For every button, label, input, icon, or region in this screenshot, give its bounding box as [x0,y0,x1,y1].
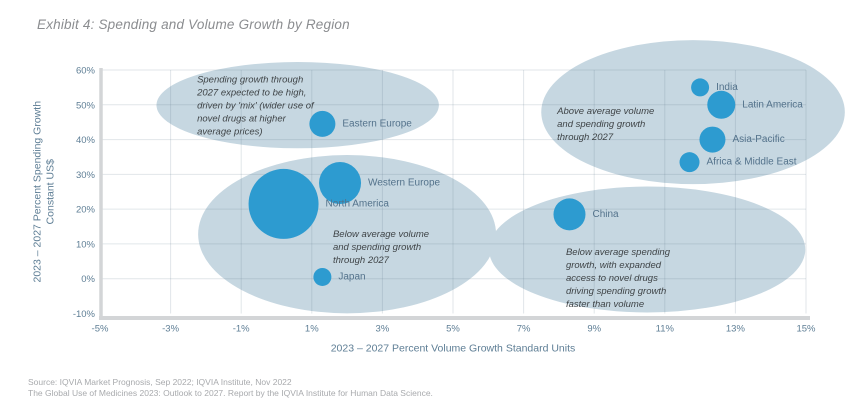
cluster-note-below-average-note-line: and spending growth [333,242,421,253]
y-tick-label: 20% [76,205,96,216]
x-tick-label: -3% [162,324,179,335]
x-tick-label: 13% [726,324,746,335]
bubble-label-africa-middle-east: Africa & Middle East [707,157,797,168]
cluster-note-china-note-line: driving spending growth [566,286,666,297]
cluster-note-below-average-note-line: through 2027 [333,255,390,266]
bubble-eastern-europe [309,110,336,137]
y-tick-label: 40% [76,135,96,146]
bubble-north-america [248,168,319,239]
y-axis-title: 2023 – 2027 Percent Spending Growth Const… [32,101,57,283]
bubble-japan [313,267,332,286]
y-tick-label: 60% [76,66,96,77]
bubble-africa-middle-east [679,152,700,173]
y-tick-label: -10% [73,309,96,320]
source-line-1: Source: IQVIA Market Prognosis, Sep 2022… [28,377,292,387]
cluster-note-eastern-europe-note-line: driven by 'mix' (wider use of [197,100,315,111]
y-axis-title-line: 2023 – 2027 Percent Spending Growth [32,101,44,283]
source-note: Source: IQVIA Market Prognosis, Sep 2022… [28,377,433,399]
cluster-note-china-note-line: Below average spending [566,247,671,258]
source-line-2: The Global Use of Medicines 2023: Outloo… [28,388,433,398]
y-axis-title-line: Constant US$ [45,159,57,225]
y-tick-label: 10% [76,239,96,250]
bubble-latin-america [707,90,736,119]
cluster-note-above-average-note-line: through 2027 [557,132,614,143]
bubble-label-eastern-europe: Eastern Europe [342,118,412,129]
x-tick-label: 11% [656,324,675,335]
bubble-label-japan: Japan [338,271,365,282]
bubble-label-india: India [716,82,738,93]
bubble-asia-pacific [699,126,726,153]
cluster-note-eastern-europe-note-line: average prices) [197,126,262,137]
bubble-label-western-europe: Western Europe [368,178,441,189]
x-tick-label: 7% [517,324,531,335]
cluster-note-eastern-europe-note-line: novel drugs at higher [197,113,287,124]
x-tick-label: 5% [446,324,460,335]
bubble-label-china: China [592,209,619,220]
bubble-label-north-america: North America [326,198,390,209]
chart-title: Exhibit 4: Spending and Volume Growth by… [37,17,350,32]
bubble-india [691,78,710,97]
cluster-ellipse-eastern-europe-note [156,61,439,149]
cluster-note-eastern-europe-note-line: Spending growth through [197,74,303,85]
cluster-note-above-average-note-line: and spending growth [557,119,645,130]
x-tick-label: 9% [587,324,601,335]
y-tick-label: 30% [76,170,96,181]
cluster-note-china-note-line: access to novel drugs [566,273,658,284]
x-tick-label: 1% [305,324,319,335]
cluster-ellipse-above-average-note [541,40,845,185]
bubble-label-latin-america: Latin America [742,99,803,110]
x-axis-title: 2023 – 2027 Percent Volume Growth Standa… [331,343,576,355]
cluster-note-below-average-note-line: Below average volume [333,229,429,240]
x-tick-label: -1% [233,324,250,335]
bubble-western-europe [319,162,362,205]
cluster-note-eastern-europe-note-line: 2027 expected to be high, [196,87,306,98]
x-tick-label: 3% [376,324,390,335]
bubble-label-asia-pacific: Asia-Pacific [732,134,784,145]
cluster-note-china-note-line: growth, with expanded [566,260,662,271]
y-tick-label: 0% [81,274,95,285]
cluster-note-above-average-note-line: Above average volume [556,106,654,117]
bubble-china [553,198,586,231]
x-tick-label: -5% [92,324,109,335]
x-tick-label: 15% [796,324,816,335]
cluster-note-china-note-line: faster than volume [566,299,644,310]
y-tick-label: 50% [76,100,96,111]
